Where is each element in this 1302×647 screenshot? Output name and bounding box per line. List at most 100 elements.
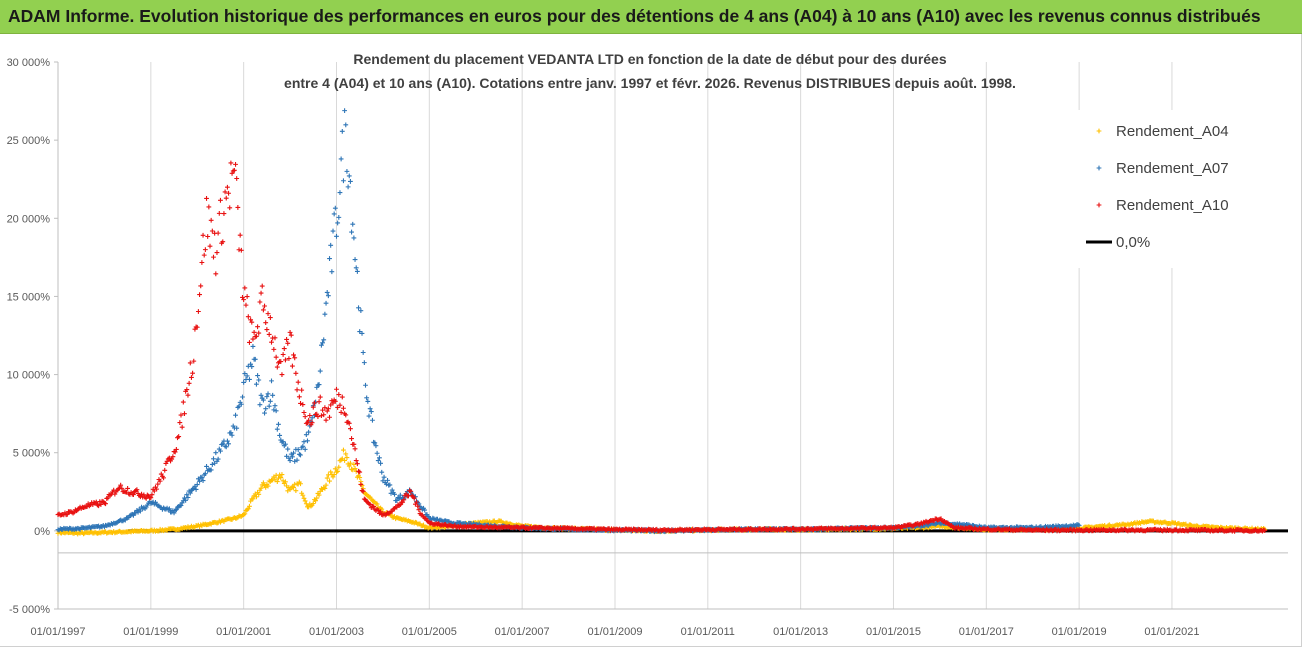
data-point (352, 257, 358, 262)
data-point (200, 232, 206, 238)
data-point (310, 501, 316, 506)
data-point (372, 440, 378, 446)
data-point (185, 392, 191, 398)
data-point (317, 368, 323, 374)
data-point (235, 205, 241, 210)
legend-label: Rendement_A04 (1116, 123, 1229, 140)
data-point (209, 228, 215, 234)
data-point (321, 412, 327, 418)
data-point (278, 359, 284, 364)
data-point (208, 217, 214, 223)
data-point (289, 454, 295, 460)
data-point (193, 487, 199, 492)
legend-swatch-marker (1096, 202, 1102, 208)
data-point (269, 339, 274, 345)
data-point (408, 488, 414, 494)
data-point (197, 292, 202, 298)
data-point (143, 495, 149, 501)
data-point (184, 492, 190, 498)
legend-label: Rendement_A10 (1116, 197, 1229, 214)
data-point (299, 387, 305, 393)
y-tick-label: 20 000% (7, 213, 51, 225)
data-point (256, 330, 262, 336)
data-point (223, 444, 229, 450)
report-title: ADAM Informe. Evolution historique des p… (8, 6, 1261, 26)
data-point (314, 384, 320, 390)
data-point (201, 252, 207, 258)
data-point (206, 204, 212, 210)
data-point (250, 336, 256, 342)
data-point (270, 392, 276, 398)
data-point (220, 239, 226, 245)
data-point (265, 483, 271, 489)
data-point (389, 487, 395, 493)
data-point (241, 380, 247, 385)
data-point (260, 397, 266, 403)
data-point (359, 330, 365, 336)
data-point (388, 490, 394, 496)
data-point (213, 271, 219, 277)
data-point (178, 412, 184, 418)
data-point (234, 176, 240, 181)
data-point (342, 108, 348, 114)
data-point (338, 156, 344, 162)
data-point (363, 382, 368, 388)
data-point (281, 346, 287, 352)
data-point (1262, 528, 1268, 533)
data-point (204, 196, 209, 201)
data-point (327, 478, 332, 484)
data-point (249, 364, 255, 369)
data-point (374, 501, 380, 507)
x-axis: 01/01/1997 01/01/1999 01/01/2001 01/01/2003… (30, 552, 1288, 638)
data-point (306, 417, 312, 423)
data-point (316, 492, 322, 498)
data-point (155, 481, 161, 487)
data-point (343, 122, 349, 128)
data-point (334, 386, 339, 392)
data-point (344, 455, 350, 460)
data-point (238, 247, 244, 253)
data-point (358, 308, 364, 314)
data-point (154, 486, 160, 492)
data-point (319, 413, 324, 419)
data-point (250, 496, 256, 502)
data-point (225, 184, 230, 190)
data-point (179, 424, 185, 430)
data-point (177, 420, 183, 425)
data-point (213, 450, 219, 456)
data-point (295, 447, 301, 452)
data-point (242, 285, 248, 291)
data-point (312, 400, 317, 406)
data-point (280, 439, 286, 445)
data-point (251, 329, 257, 335)
data-point (339, 394, 345, 400)
data-point (211, 456, 216, 462)
data-point (287, 458, 293, 463)
data-point (331, 211, 337, 217)
data-point (352, 446, 358, 452)
data-point (354, 461, 360, 467)
data-point (401, 497, 407, 503)
data-point (317, 394, 323, 400)
data-point (341, 447, 346, 453)
data-point (379, 469, 385, 475)
data-point (350, 221, 356, 227)
data-point (283, 441, 288, 447)
data-point (280, 352, 286, 357)
data-point (84, 504, 90, 509)
data-point (352, 466, 358, 471)
legend: Rendement_A04 Rendement_A07 Rendement_A10 0… (1078, 110, 1278, 268)
data-point (303, 432, 309, 438)
data-point (260, 307, 266, 313)
data-point (332, 205, 338, 211)
data-point (196, 309, 201, 314)
data-point (134, 487, 140, 493)
data-point (176, 434, 182, 439)
data-point (330, 228, 336, 234)
data-point (349, 229, 354, 235)
data-point (189, 375, 194, 380)
data-point (353, 458, 359, 463)
data-point (264, 327, 270, 332)
data-point (228, 430, 234, 436)
data-point (187, 490, 193, 496)
